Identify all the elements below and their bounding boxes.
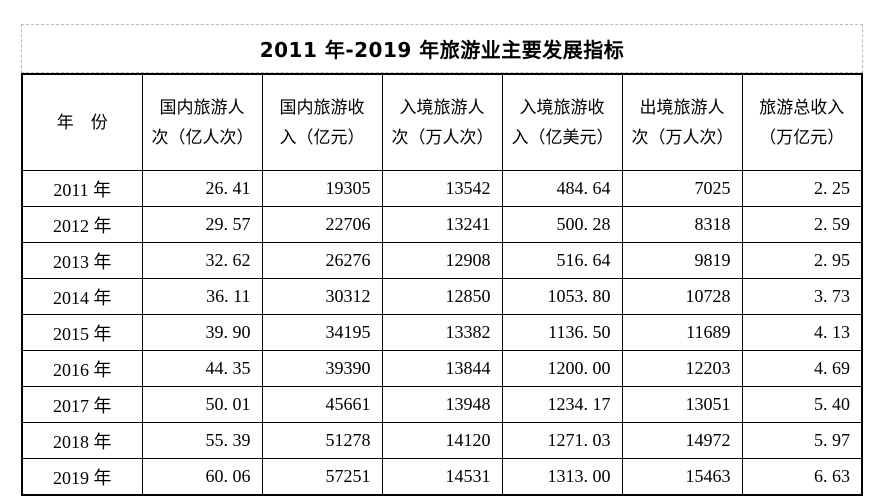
value-cell: 5. 97 <box>741 422 863 459</box>
value-cell: 50. 01 <box>141 386 263 423</box>
value-cell: 55. 39 <box>141 422 263 459</box>
value-cell: 8318 <box>621 206 743 243</box>
value-cell: 1234. 17 <box>501 386 623 423</box>
value-cell: 26276 <box>261 242 383 279</box>
value-cell: 45661 <box>261 386 383 423</box>
column-header-total-revenue: 旅游总收入（万亿元） <box>741 73 863 171</box>
value-cell: 26. 41 <box>141 170 263 207</box>
column-header-domestic-revenue: 国内旅游收入（亿元） <box>261 73 383 171</box>
value-cell: 1313. 00 <box>501 458 623 496</box>
value-cell: 13382 <box>381 314 503 351</box>
value-cell: 11689 <box>621 314 743 351</box>
value-cell: 14531 <box>381 458 503 496</box>
value-cell: 1200. 00 <box>501 350 623 387</box>
year-cell: 2015 年 <box>21 314 143 351</box>
table-title-box: 2011 年-2019 年旅游业主要发展指标 <box>21 24 863 73</box>
year-cell: 2014 年 <box>21 278 143 315</box>
value-cell: 9819 <box>621 242 743 279</box>
column-header-year: 年 份 <box>21 73 143 171</box>
value-cell: 13051 <box>621 386 743 423</box>
value-cell: 22706 <box>261 206 383 243</box>
value-cell: 4. 13 <box>741 314 863 351</box>
value-cell: 12850 <box>381 278 503 315</box>
column-header-inbound-revenue: 入境旅游收入（亿美元） <box>501 73 623 171</box>
year-cell: 2019 年 <box>21 458 143 496</box>
tourism-indicators-table: 年 份 国内旅游人次（亿人次） 国内旅游收入（亿元） 入境旅游人次（万人次） 入… <box>21 73 863 496</box>
value-cell: 516. 64 <box>501 242 623 279</box>
value-cell: 500. 28 <box>501 206 623 243</box>
value-cell: 19305 <box>261 170 383 207</box>
value-cell: 7025 <box>621 170 743 207</box>
value-cell: 14120 <box>381 422 503 459</box>
value-cell: 30312 <box>261 278 383 315</box>
value-cell: 1136. 50 <box>501 314 623 351</box>
year-cell: 2017 年 <box>21 386 143 423</box>
table-row-2012: 2012 年 29. 57 22706 13241 500. 28 8318 2… <box>21 206 863 243</box>
value-cell: 12908 <box>381 242 503 279</box>
value-cell: 1271. 03 <box>501 422 623 459</box>
table-title: 2011 年-2019 年旅游业主要发展指标 <box>259 38 625 62</box>
value-cell: 44. 35 <box>141 350 263 387</box>
value-cell: 4. 69 <box>741 350 863 387</box>
value-cell: 5. 40 <box>741 386 863 423</box>
value-cell: 10728 <box>621 278 743 315</box>
column-header-domestic-trips: 国内旅游人次（亿人次） <box>141 73 263 171</box>
column-header-outbound-trips: 出境旅游人次（万人次） <box>621 73 743 171</box>
year-cell: 2011 年 <box>21 170 143 207</box>
value-cell: 15463 <box>621 458 743 496</box>
table-row-2017: 2017 年 50. 01 45661 13948 1234. 17 13051… <box>21 386 863 423</box>
value-cell: 60. 06 <box>141 458 263 496</box>
table-row-2013: 2013 年 32. 62 26276 12908 516. 64 9819 2… <box>21 242 863 279</box>
value-cell: 34195 <box>261 314 383 351</box>
table-row-2011: 2011 年 26. 41 19305 13542 484. 64 7025 2… <box>21 170 863 207</box>
value-cell: 39390 <box>261 350 383 387</box>
year-cell: 2016 年 <box>21 350 143 387</box>
year-cell: 2012 年 <box>21 206 143 243</box>
table-row-2014: 2014 年 36. 11 30312 12850 1053. 80 10728… <box>21 278 863 315</box>
table-row-2018: 2018 年 55. 39 51278 14120 1271. 03 14972… <box>21 422 863 459</box>
value-cell: 13542 <box>381 170 503 207</box>
value-cell: 14972 <box>621 422 743 459</box>
value-cell: 32. 62 <box>141 242 263 279</box>
value-cell: 2. 25 <box>741 170 863 207</box>
value-cell: 29. 57 <box>141 206 263 243</box>
value-cell: 484. 64 <box>501 170 623 207</box>
column-header-inbound-trips: 入境旅游人次（万人次） <box>381 73 503 171</box>
year-cell: 2018 年 <box>21 422 143 459</box>
value-cell: 6. 63 <box>741 458 863 496</box>
table-row-2016: 2016 年 44. 35 39390 13844 1200. 00 12203… <box>21 350 863 387</box>
value-cell: 3. 73 <box>741 278 863 315</box>
value-cell: 2. 59 <box>741 206 863 243</box>
value-cell: 1053. 80 <box>501 278 623 315</box>
value-cell: 39. 90 <box>141 314 263 351</box>
value-cell: 51278 <box>261 422 383 459</box>
header-row: 年 份 国内旅游人次（亿人次） 国内旅游收入（亿元） 入境旅游人次（万人次） 入… <box>21 73 863 171</box>
value-cell: 2. 95 <box>741 242 863 279</box>
value-cell: 12203 <box>621 350 743 387</box>
value-cell: 57251 <box>261 458 383 496</box>
value-cell: 13948 <box>381 386 503 423</box>
value-cell: 13844 <box>381 350 503 387</box>
value-cell: 13241 <box>381 206 503 243</box>
value-cell: 36. 11 <box>141 278 263 315</box>
table-row-2019: 2019 年 60. 06 57251 14531 1313. 00 15463… <box>21 458 863 496</box>
table-row-2015: 2015 年 39. 90 34195 13382 1136. 50 11689… <box>21 314 863 351</box>
year-cell: 2013 年 <box>21 242 143 279</box>
